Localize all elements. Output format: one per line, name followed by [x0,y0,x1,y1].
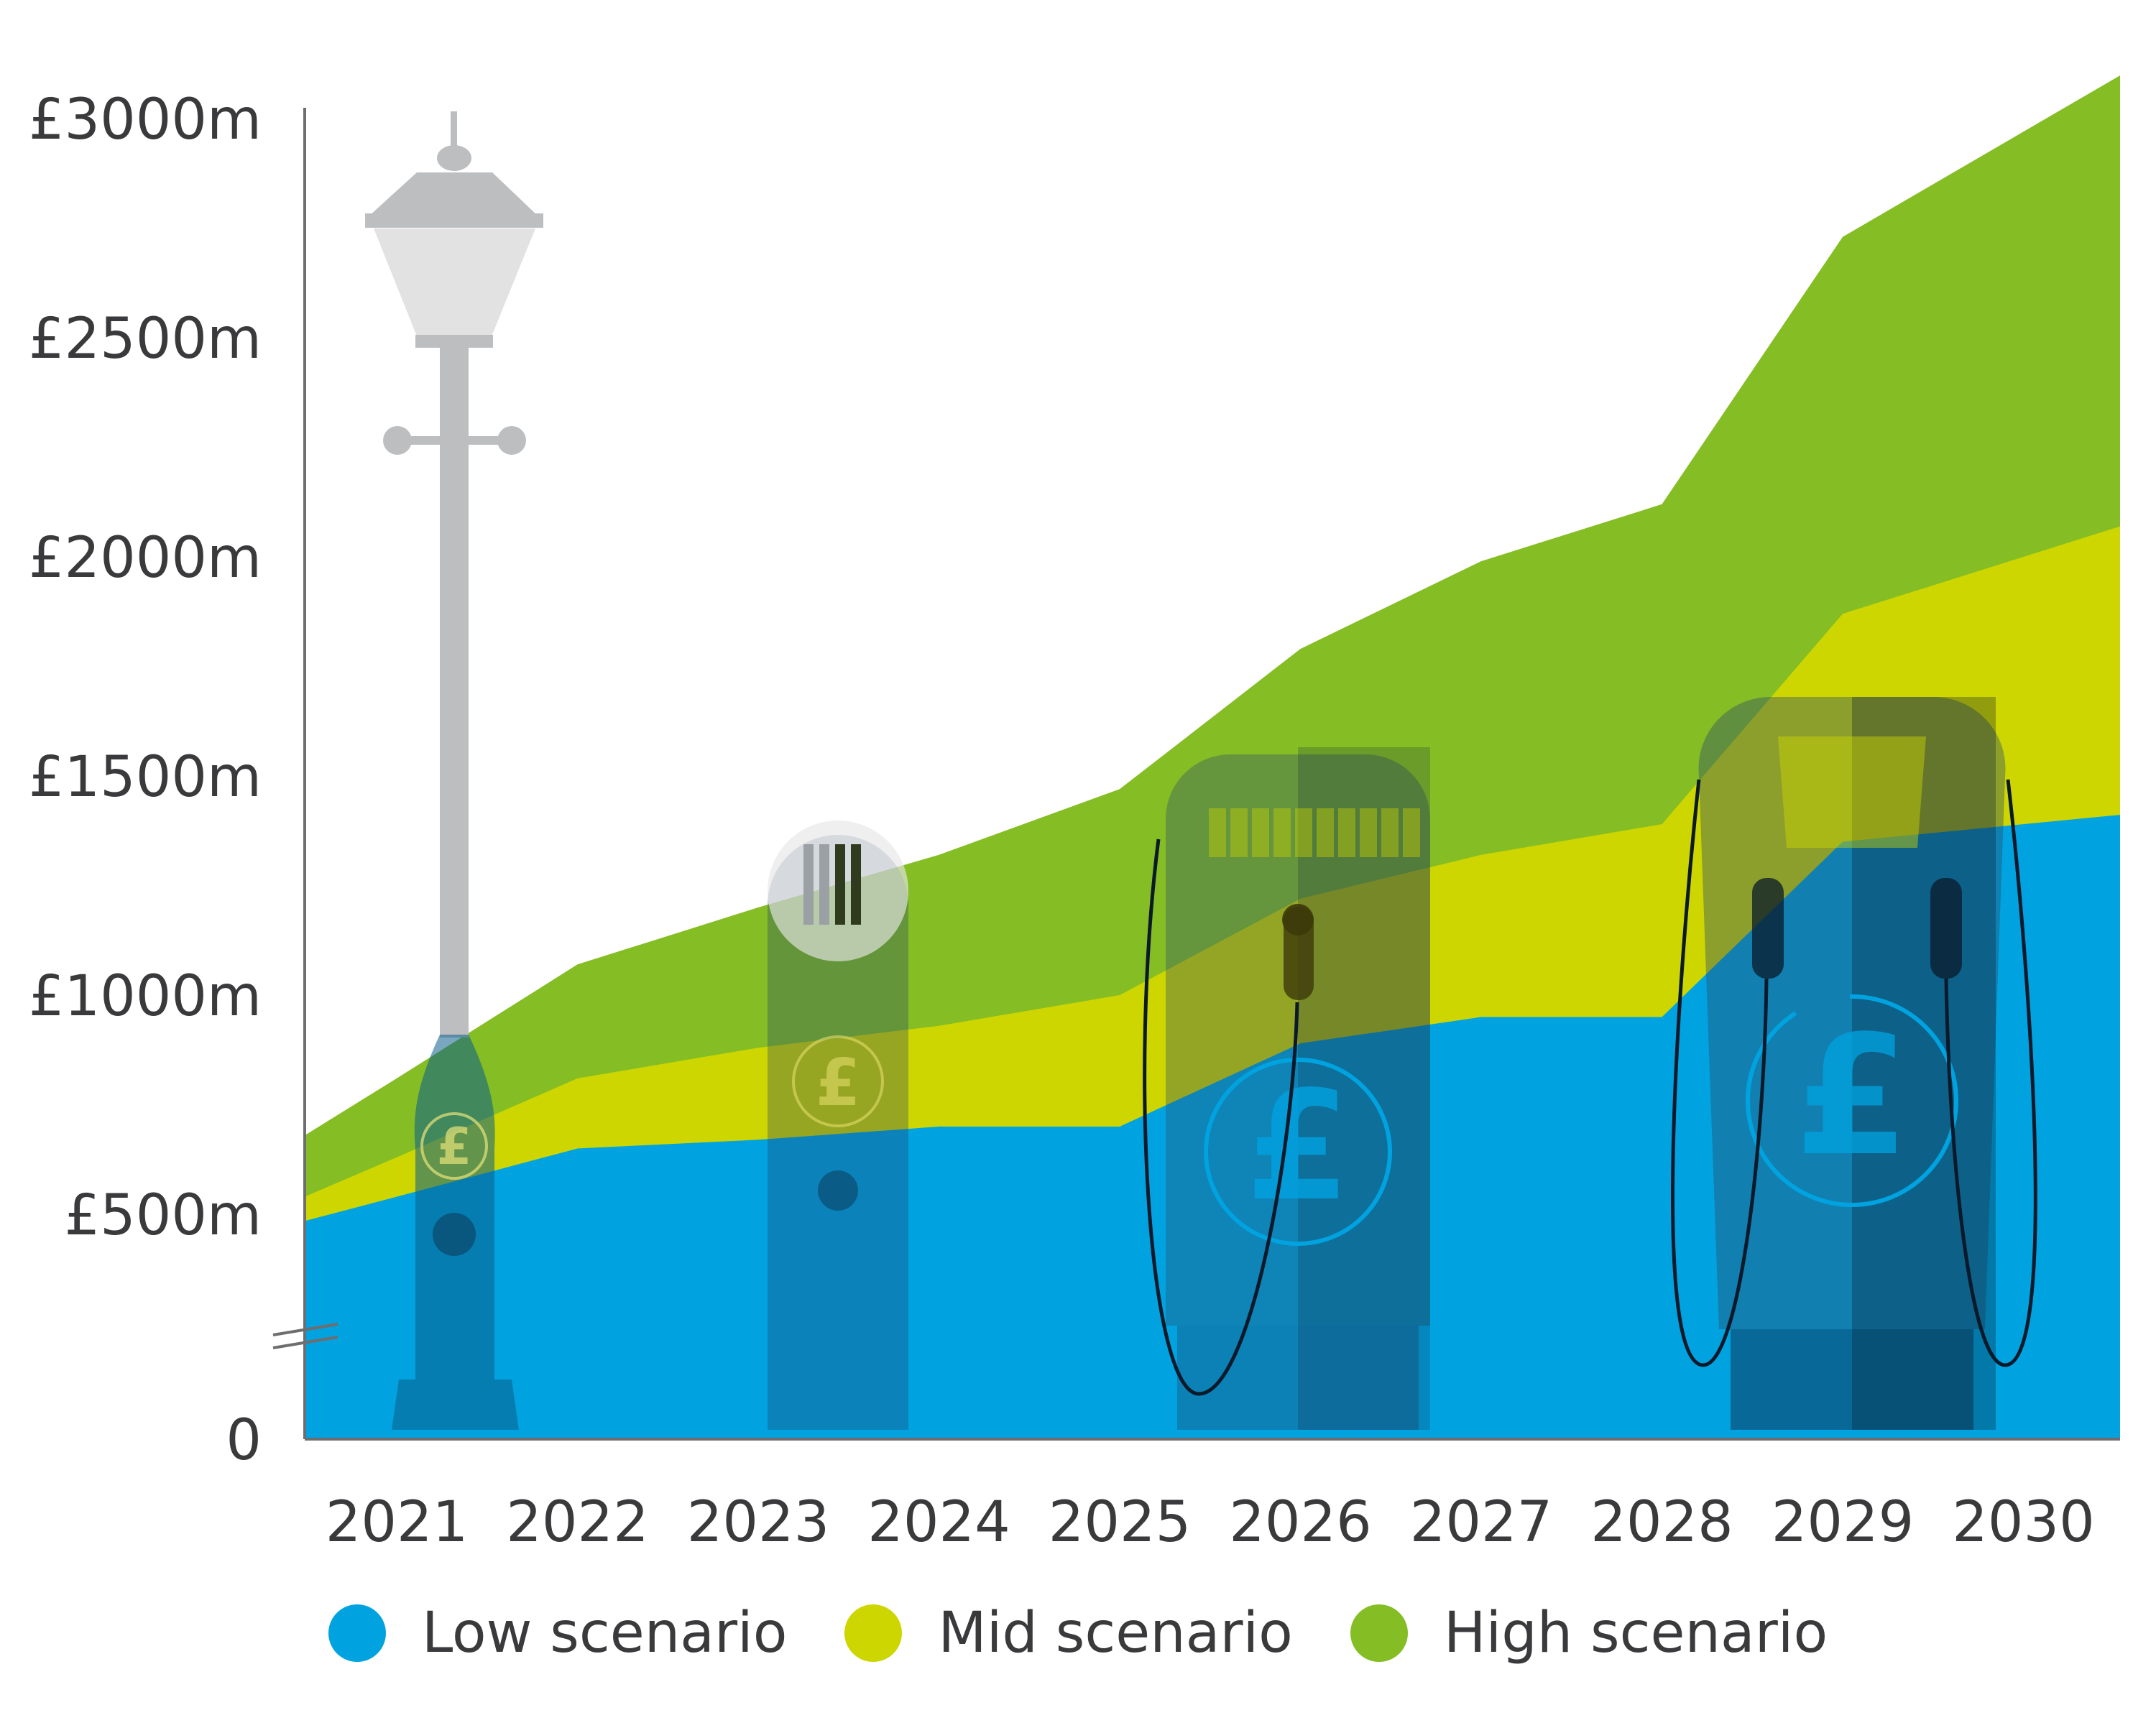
y-tick-label: £2000m [29,526,262,591]
legend-label: Low scenario [421,1601,788,1665]
x-tick-label: 2029 [1772,1490,1915,1555]
x-tick-label: 2026 [1229,1490,1372,1555]
street-lamp-icon: £ [365,111,543,1430]
x-tick-label: 2027 [1410,1490,1553,1555]
legend-item: High scenario [1350,1601,1828,1665]
charging-station-icon: £ [1143,747,1430,1430]
x-tick-labels: 2021 2022 2023 2024 2025 2026 2027 2028 2029 2030 [326,1490,2095,1555]
y-tick-label: £1500m [29,745,262,810]
legend-label: Mid scenario [938,1601,1293,1665]
y-tick-label: £3000m [29,88,262,152]
x-tick-label: 2023 [687,1490,830,1555]
svg-text:£: £ [1795,1001,1909,1193]
y-tick-labels: 0 £500m £1000m £1500m £2000m £2500m £3000m [29,88,262,1473]
x-tick-label: 2025 [1049,1490,1192,1555]
y-axis [272,108,338,1439]
rapid-charger-icon: £ [1671,696,2037,1430]
series-area-low-scenario [305,815,2120,1439]
legend-swatch [1350,1604,1408,1662]
chart: £ £ £ [29,75,2120,1555]
x-tick-label: 2030 [1952,1490,2095,1555]
y-tick-label: £2500m [29,307,262,371]
legend-label: High scenario [1443,1601,1828,1665]
legend: Low scenario Mid scenario High scenario [0,1601,2156,1665]
legend-item: Low scenario [328,1601,788,1665]
y-tick-label: £1000m [29,964,262,1029]
legend-swatch [328,1604,386,1662]
decorations: £ £ £ [365,111,2037,1430]
x-tick-label: 2021 [326,1490,469,1555]
legend-item: Mid scenario [844,1601,1293,1665]
axis-break-mark [272,1323,338,1336]
x-tick-label: 2022 [506,1490,649,1555]
charging-post-icon: £ [768,821,908,1430]
x-tick-label: 2028 [1590,1490,1733,1555]
svg-text:£: £ [1245,1058,1350,1234]
y-tick-label: 0 [226,1408,262,1473]
svg-text:£: £ [437,1117,472,1176]
svg-text:£: £ [816,1045,861,1121]
y-tick-label: £500m [65,1183,262,1248]
x-tick-label: 2024 [867,1490,1010,1555]
legend-swatch [844,1604,903,1662]
chart-areas [305,75,2120,1439]
